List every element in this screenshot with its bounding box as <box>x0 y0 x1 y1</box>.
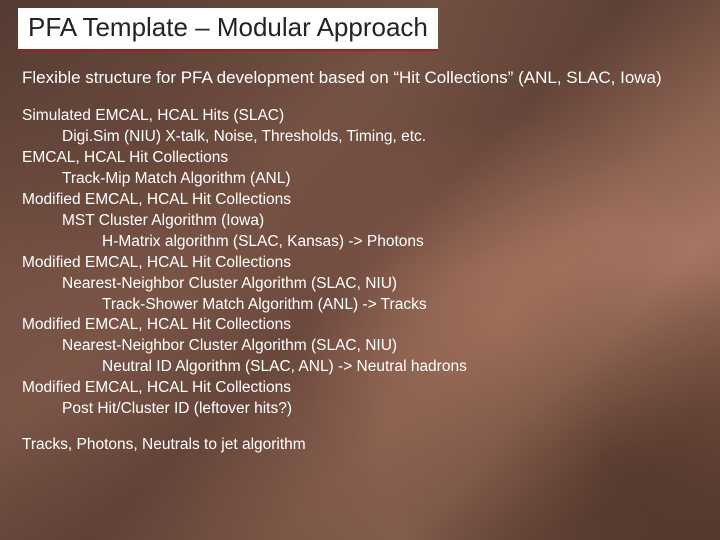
body-line: Modified EMCAL, HCAL Hit Collections <box>22 378 702 399</box>
slide-title: PFA Template – Modular Approach <box>18 8 438 51</box>
body-line: Modified EMCAL, HCAL Hit Collections <box>22 190 702 211</box>
body-line: Nearest-Neighbor Cluster Algorithm (SLAC… <box>62 274 702 295</box>
body-line: Track-Mip Match Algorithm (ANL) <box>62 169 702 190</box>
body-line: Digi.Sim (NIU) X-talk, Noise, Thresholds… <box>62 127 702 148</box>
body-line: MST Cluster Algorithm (Iowa) <box>62 211 702 232</box>
body-line: Nearest-Neighbor Cluster Algorithm (SLAC… <box>62 336 702 357</box>
slide-footer-line: Tracks, Photons, Neutrals to jet algorit… <box>22 436 702 454</box>
body-line: EMCAL, HCAL Hit Collections <box>22 148 702 169</box>
body-line: Modified EMCAL, HCAL Hit Collections <box>22 253 702 274</box>
body-line: H-Matrix algorithm (SLAC, Kansas) -> Pho… <box>102 232 702 253</box>
slide-subtitle: Flexible structure for PFA development b… <box>22 67 662 88</box>
body-line: Neutral ID Algorithm (SLAC, ANL) -> Neut… <box>102 357 702 378</box>
slide: PFA Template – Modular Approach Flexible… <box>0 0 720 540</box>
slide-body: Simulated EMCAL, HCAL Hits (SLAC) Digi.S… <box>22 106 702 420</box>
body-line: Modified EMCAL, HCAL Hit Collections <box>22 315 702 336</box>
body-line: Track-Shower Match Algorithm (ANL) -> Tr… <box>102 295 702 316</box>
body-line: Simulated EMCAL, HCAL Hits (SLAC) <box>22 106 702 127</box>
body-line: Post Hit/Cluster ID (leftover hits?) <box>62 399 702 420</box>
